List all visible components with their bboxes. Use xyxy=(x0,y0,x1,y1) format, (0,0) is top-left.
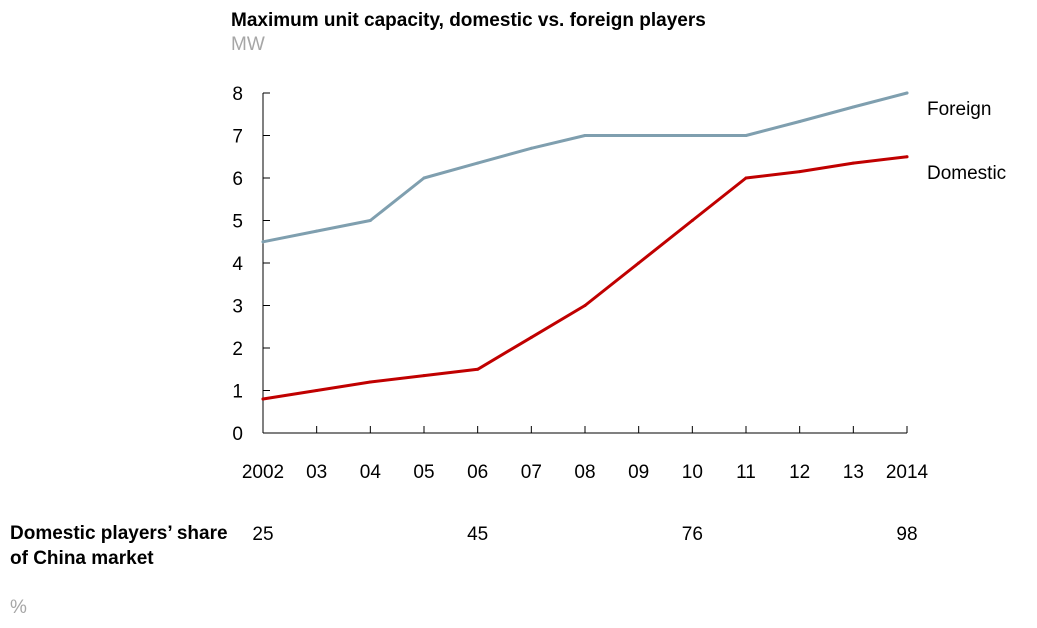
x-tick-label: 10 xyxy=(682,462,703,483)
x-axis: 2002 03 04 05 06 07 08 09 10 11 12 13 2014 xyxy=(242,426,929,483)
share-value: 25 xyxy=(252,524,273,545)
data-point xyxy=(476,367,480,371)
data-point xyxy=(851,161,855,165)
data-point xyxy=(637,134,641,137)
x-tick-label: 05 xyxy=(413,462,434,483)
series-labels: Foreign Domestic xyxy=(927,99,1006,184)
data-point xyxy=(798,170,802,174)
x-tick-label: 2014 xyxy=(886,462,929,483)
data-point xyxy=(905,155,909,159)
y-tick-label: 3 xyxy=(232,297,243,318)
x-tick-label: 03 xyxy=(306,462,327,483)
data-point xyxy=(744,176,748,180)
share-value: 76 xyxy=(682,524,703,545)
data-point xyxy=(529,146,533,150)
chart-unit: MW xyxy=(231,34,265,55)
y-axis: 0 1 2 3 4 5 6 7 8 xyxy=(232,84,270,445)
x-tick-label: 09 xyxy=(628,462,649,483)
series-line-domestic xyxy=(261,155,909,401)
y-tick-label: 7 xyxy=(232,127,243,148)
y-tick-label: 4 xyxy=(232,254,243,275)
data-point xyxy=(690,219,694,222)
series-label-domestic: Domestic xyxy=(927,163,1006,184)
share-row-label: Domestic players’ share of China market xyxy=(10,523,228,569)
data-point xyxy=(261,397,265,401)
data-point xyxy=(476,161,480,165)
data-point xyxy=(583,134,587,137)
data-point xyxy=(422,374,426,378)
x-tick-label: 2002 xyxy=(242,462,284,483)
data-point xyxy=(637,261,641,265)
chart-title: Maximum unit capacity, domestic vs. fore… xyxy=(231,10,706,31)
x-tick-label: 13 xyxy=(843,462,864,483)
x-tick-label: 07 xyxy=(521,462,542,483)
share-value: 98 xyxy=(896,524,917,545)
data-point xyxy=(368,219,372,222)
data-point xyxy=(315,229,319,233)
y-tick-label: 2 xyxy=(232,339,243,360)
data-point xyxy=(583,304,587,307)
data-point xyxy=(315,389,319,392)
y-tick-label: 1 xyxy=(232,382,243,403)
data-point xyxy=(798,119,802,123)
series-label-foreign: Foreign xyxy=(927,99,991,120)
y-tick-label: 0 xyxy=(232,424,243,445)
data-point xyxy=(422,176,426,180)
series-line-foreign xyxy=(261,91,909,244)
data-point xyxy=(529,335,533,339)
series-lines xyxy=(261,91,909,401)
y-tick-label: 6 xyxy=(232,169,243,190)
share-row-unit: % xyxy=(10,597,27,618)
data-point xyxy=(744,134,748,137)
share-values: 25 45 76 98 xyxy=(252,524,917,545)
data-point xyxy=(690,134,694,137)
data-point xyxy=(905,91,909,95)
y-tick-label: 5 xyxy=(232,212,243,233)
x-tick-label: 12 xyxy=(789,462,810,483)
x-tick-label: 06 xyxy=(467,462,488,483)
data-point xyxy=(261,240,265,244)
y-tick-label: 8 xyxy=(232,84,243,105)
x-tick-label: 08 xyxy=(574,462,595,483)
data-point xyxy=(368,380,372,384)
x-tick-label: 11 xyxy=(736,462,756,483)
x-tick-label: 04 xyxy=(360,462,382,483)
share-value: 45 xyxy=(467,524,488,545)
data-point xyxy=(851,105,855,109)
